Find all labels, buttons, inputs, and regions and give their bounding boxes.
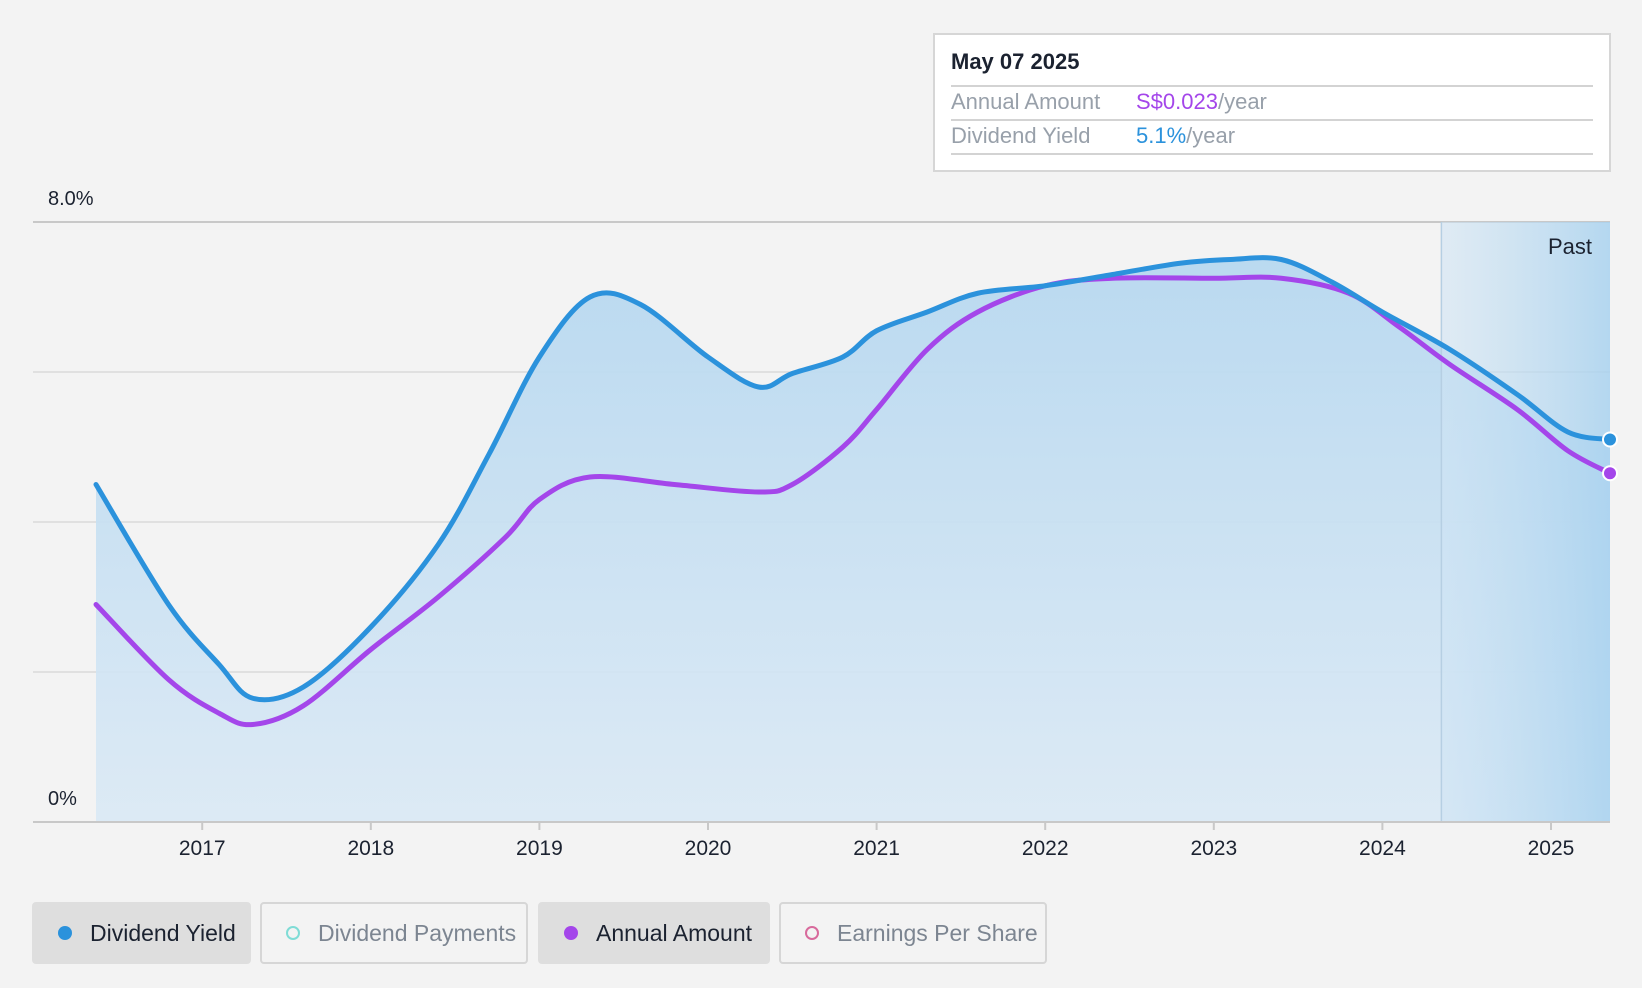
tooltip-row-annual-amount: Annual Amount S$0.023/year: [951, 89, 1267, 115]
legend-dot-icon: [564, 926, 578, 940]
x-tick-label: 2020: [685, 837, 732, 860]
tooltip-value: S$0.023: [1136, 89, 1218, 114]
x-tick-label: 2019: [516, 837, 563, 860]
x-axis: 2017 2018 2019 2020 2021 2022 2023 2024 2025: [33, 821, 1610, 860]
tooltip-divider: [951, 153, 1593, 155]
dividend-yield-end-marker: [1602, 431, 1618, 448]
tooltip: May 07 2025 Annual Amount S$0.023/year Di…: [933, 33, 1611, 172]
legend-label: Dividend Payments: [318, 919, 517, 946]
y-tick-label-top: 8.0%: [48, 188, 94, 210]
legend-dot-icon: [805, 926, 819, 940]
x-tick-label: 2023: [1190, 837, 1237, 860]
legend-label: Earnings Per Share: [837, 919, 1038, 946]
annual-amount-end-marker: [1602, 465, 1618, 482]
x-tick-label: 2025: [1528, 837, 1575, 860]
past-band-rect: [1441, 222, 1610, 822]
past-band: [1440, 222, 1610, 822]
legend-earnings-per-share-button[interactable]: Earnings Per Share: [779, 902, 1047, 964]
tooltip-label: Dividend Yield: [951, 123, 1091, 148]
legend-dividend-payments-button[interactable]: Dividend Payments: [260, 902, 528, 964]
x-tick-label: 2022: [1022, 837, 1069, 860]
x-tick-label: 2024: [1359, 837, 1406, 860]
dividend-yield-line: [93, 255, 1613, 703]
x-tick-label: 2017: [179, 837, 226, 860]
tooltip-divider: [951, 85, 1593, 87]
x-tick-label: 2018: [347, 837, 394, 860]
tooltip-date: May 07 2025: [951, 49, 1080, 74]
tooltip-value: 5.1%: [1136, 123, 1187, 148]
tooltip-unit: /year: [1217, 89, 1267, 114]
legend-dividend-yield-button[interactable]: Dividend Yield: [32, 902, 251, 964]
legend-label: Annual Amount: [596, 919, 753, 946]
yield-area: [96, 257, 1610, 822]
tooltip-label: Annual Amount: [951, 89, 1101, 114]
legend-dot-icon: [286, 926, 300, 940]
legend-annual-amount-button[interactable]: Annual Amount: [538, 902, 770, 964]
legend-label: Dividend Yield: [90, 919, 236, 946]
tooltip-divider: [951, 119, 1593, 121]
past-label: Past: [1548, 234, 1592, 259]
x-tick-label: 2021: [853, 837, 900, 860]
tooltip-row-dividend-yield: Dividend Yield 5.1%/year: [951, 123, 1235, 149]
series-lines: [93, 255, 1618, 728]
y-tick-label-bottom: 0%: [48, 788, 77, 810]
legend-dot-icon: [58, 926, 72, 940]
tooltip-unit: /year: [1186, 123, 1236, 148]
yield-area-fill: [96, 257, 1610, 822]
